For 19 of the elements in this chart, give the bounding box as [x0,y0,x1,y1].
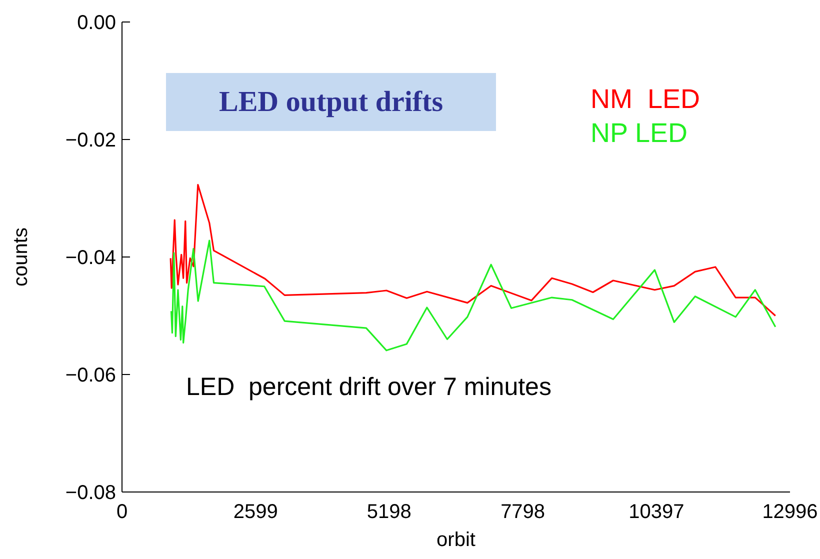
y-tick-label: −0.08 [65,482,116,504]
x-tick-label: 10397 [628,501,684,524]
x-tick-label: 12996 [762,501,818,524]
line-series [170,240,776,352]
x-tick-label: 7798 [500,501,546,524]
text: NM LED [590,83,700,116]
y-tick-label: 0.00 [77,12,116,34]
x-axis-title: orbit [436,529,476,551]
y-tick-label: −0.06 [65,364,116,387]
title-panel: LED output drifts [166,73,496,131]
text: NP LED [590,117,689,150]
x-tick-label: 5198 [366,501,412,524]
x-tick-label: 2599 [233,501,278,524]
y-tick-label: −0.02 [65,130,116,152]
y-tick-label: −0.04 [65,247,116,270]
x-tick-label: 0 [116,501,128,524]
line-series [170,184,776,317]
y-axis-title: counts [10,228,32,286]
annotation: LED percent drift over 7 minutes [186,373,552,402]
